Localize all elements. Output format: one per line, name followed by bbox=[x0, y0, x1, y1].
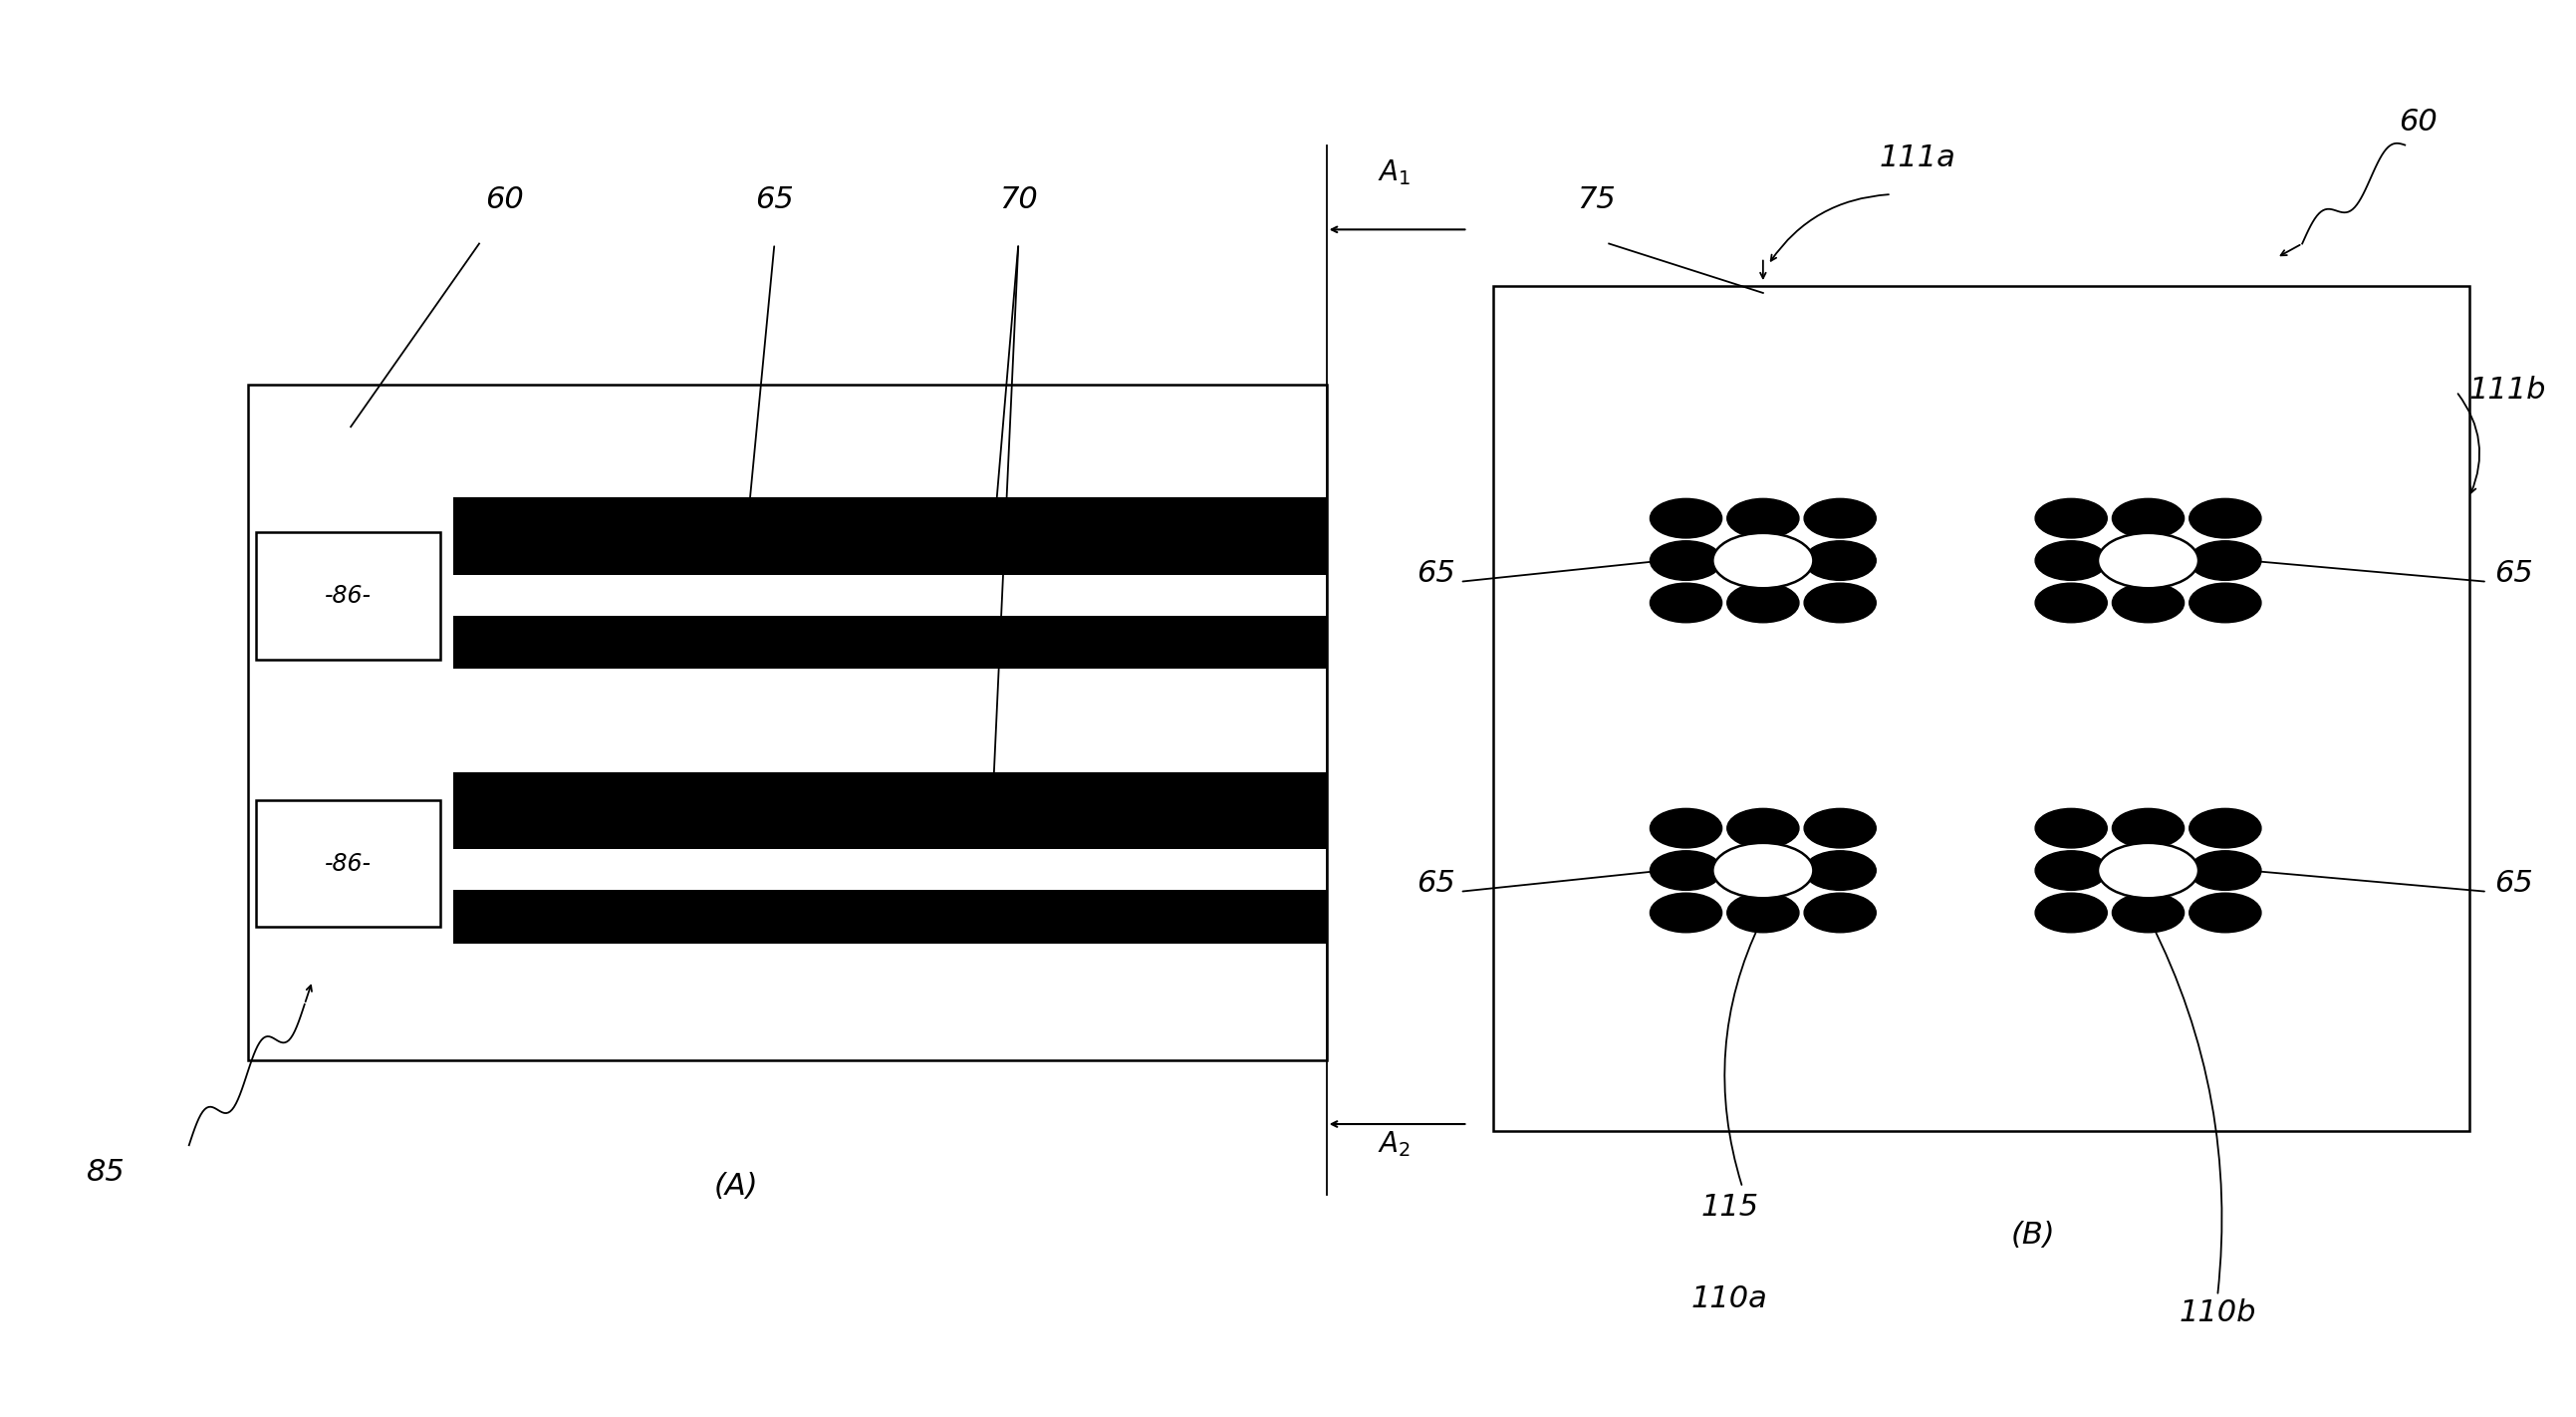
Text: 65: 65 bbox=[1417, 869, 1455, 897]
Text: 111a: 111a bbox=[1878, 143, 1955, 171]
Text: -86-: -86- bbox=[325, 852, 371, 876]
Circle shape bbox=[2035, 584, 2107, 622]
Text: (B): (B) bbox=[2009, 1221, 2056, 1250]
Circle shape bbox=[1803, 584, 1875, 622]
Circle shape bbox=[2097, 843, 2197, 898]
Circle shape bbox=[2112, 584, 2184, 622]
Bar bbox=[453, 615, 1327, 669]
Text: 65: 65 bbox=[2494, 558, 2532, 588]
Circle shape bbox=[2190, 499, 2262, 538]
Bar bbox=[453, 497, 1327, 575]
Text: 110b: 110b bbox=[2179, 1298, 2257, 1328]
Text: -86-: -86- bbox=[325, 584, 371, 608]
Text: 65: 65 bbox=[755, 186, 793, 214]
Circle shape bbox=[2112, 809, 2184, 847]
Circle shape bbox=[1726, 584, 1798, 622]
Circle shape bbox=[1651, 584, 1721, 622]
Bar bbox=[453, 890, 1327, 944]
Circle shape bbox=[1713, 843, 1814, 898]
Circle shape bbox=[1803, 541, 1875, 581]
Circle shape bbox=[2035, 541, 2107, 581]
Circle shape bbox=[2097, 533, 2197, 588]
Circle shape bbox=[1803, 499, 1875, 538]
Circle shape bbox=[1651, 499, 1721, 538]
Circle shape bbox=[1726, 893, 1798, 932]
Circle shape bbox=[2190, 850, 2262, 890]
Circle shape bbox=[2190, 893, 2262, 932]
Text: (A): (A) bbox=[714, 1172, 757, 1200]
Text: 111b: 111b bbox=[2470, 376, 2545, 405]
Circle shape bbox=[2190, 809, 2262, 847]
Circle shape bbox=[1726, 499, 1798, 538]
Circle shape bbox=[1713, 533, 1814, 588]
Text: 70: 70 bbox=[999, 186, 1038, 214]
Circle shape bbox=[1803, 809, 1875, 847]
Circle shape bbox=[2112, 893, 2184, 932]
Circle shape bbox=[1651, 850, 1721, 890]
Text: 75: 75 bbox=[1577, 186, 1615, 214]
Text: $A_2$: $A_2$ bbox=[1378, 1129, 1412, 1159]
Text: 65: 65 bbox=[2494, 869, 2532, 897]
Bar bbox=[1494, 286, 2470, 1131]
Text: 60: 60 bbox=[2398, 108, 2437, 137]
Text: $A_1$: $A_1$ bbox=[1378, 157, 1412, 187]
Circle shape bbox=[1803, 893, 1875, 932]
Bar bbox=[255, 801, 440, 927]
Circle shape bbox=[2035, 499, 2107, 538]
Circle shape bbox=[1651, 809, 1721, 847]
Circle shape bbox=[2112, 499, 2184, 538]
Bar bbox=[255, 533, 440, 659]
Circle shape bbox=[1803, 850, 1875, 890]
Circle shape bbox=[1651, 541, 1721, 581]
Circle shape bbox=[2035, 809, 2107, 847]
Bar bbox=[453, 772, 1327, 849]
Text: 60: 60 bbox=[484, 186, 523, 214]
Text: 65: 65 bbox=[1417, 558, 1455, 588]
Circle shape bbox=[2190, 584, 2262, 622]
Circle shape bbox=[1726, 809, 1798, 847]
Circle shape bbox=[2035, 850, 2107, 890]
Circle shape bbox=[2190, 541, 2262, 581]
Bar bbox=[247, 384, 1327, 1061]
Text: 85: 85 bbox=[88, 1158, 124, 1186]
Text: 115: 115 bbox=[1700, 1193, 1759, 1221]
Circle shape bbox=[2035, 893, 2107, 932]
Circle shape bbox=[1651, 893, 1721, 932]
Text: 110a: 110a bbox=[1692, 1284, 1767, 1314]
